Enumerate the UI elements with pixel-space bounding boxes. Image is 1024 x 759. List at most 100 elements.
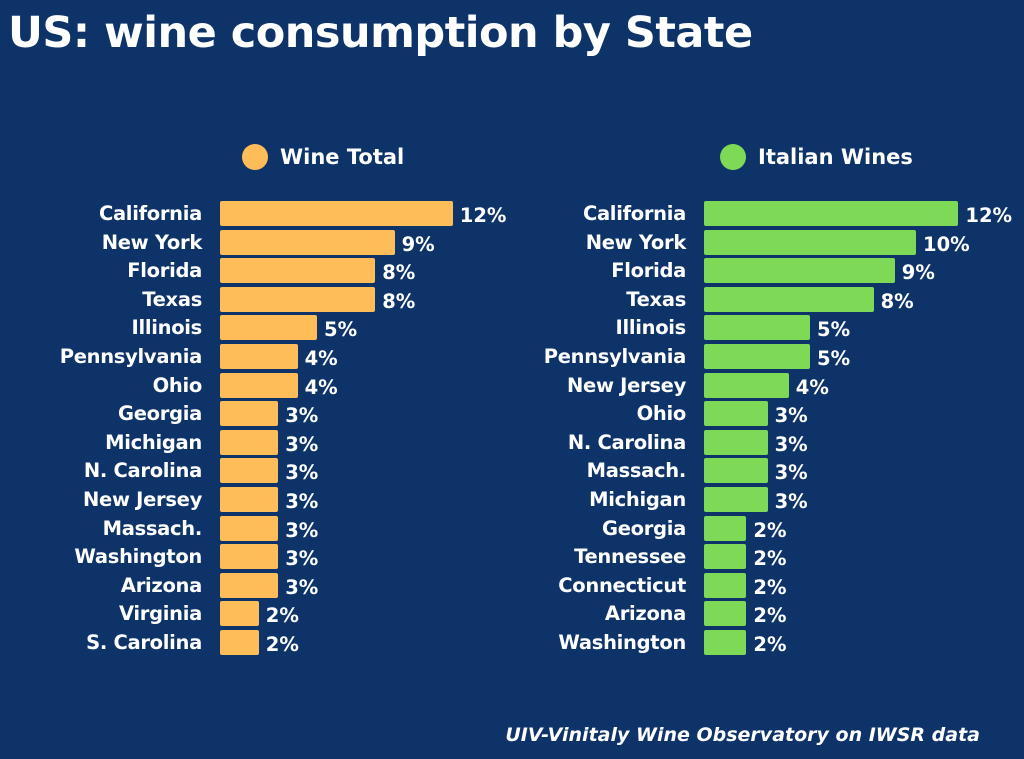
- category-label: Massach.: [102, 516, 203, 540]
- category-label: New York: [585, 230, 687, 254]
- bar: [704, 229, 916, 255]
- value-label: 5%: [817, 318, 851, 342]
- value-label: 3%: [285, 547, 319, 571]
- bar: [704, 487, 768, 512]
- bar: [220, 544, 279, 570]
- value-label: 8%: [880, 289, 914, 313]
- category-label: New York: [101, 230, 203, 254]
- bar: [704, 515, 747, 541]
- value-label: 12%: [965, 204, 1013, 227]
- category-label: Georgia: [602, 516, 686, 540]
- category-label: Florida: [611, 259, 686, 283]
- category-label: Illinois: [615, 316, 687, 340]
- category-label: Michigan: [589, 488, 686, 511]
- bar: [220, 487, 279, 512]
- bar: [704, 286, 874, 312]
- category-label: Ohio: [152, 373, 203, 397]
- category-label: N. Carolina: [83, 459, 202, 483]
- value-label: 3%: [774, 490, 808, 513]
- category-label: Tennessee: [574, 545, 686, 569]
- category-label: Arizona: [120, 573, 202, 597]
- source-note: UIV-Vinitaly Wine Observatory on IWSR da…: [505, 724, 980, 746]
- value-label: 4%: [304, 347, 338, 370]
- category-label: Illinois: [131, 316, 203, 340]
- value-label: 8%: [382, 289, 416, 313]
- category-label: Arizona: [604, 602, 686, 626]
- bar: [704, 630, 747, 655]
- category-label: Florida: [127, 259, 202, 283]
- category-label: California: [582, 202, 686, 225]
- category-label: Pennsylvania: [543, 345, 687, 368]
- bar: [704, 258, 895, 284]
- bar: [220, 572, 279, 598]
- legend-label: Italian Wines: [758, 145, 913, 169]
- bar: [220, 458, 279, 484]
- bar: [704, 401, 768, 427]
- category-label: Virginia: [118, 602, 202, 626]
- bar: [220, 401, 279, 427]
- bar: [220, 286, 376, 312]
- value-label: 8%: [382, 261, 416, 285]
- value-label: 10%: [923, 232, 970, 256]
- value-label: 2%: [753, 575, 787, 599]
- category-label: S. Carolina: [86, 631, 202, 654]
- bar: [704, 315, 810, 341]
- category-label: Ohio: [636, 402, 687, 426]
- bar: [704, 201, 959, 226]
- legend-italian-wines: Italian Wines: [720, 144, 913, 170]
- category-label: Pennsylvania: [59, 345, 203, 368]
- category-label: N. Carolina: [567, 430, 686, 454]
- legend-wine-total: Wine Total: [242, 144, 404, 170]
- value-label: 3%: [774, 461, 808, 485]
- value-label: 3%: [285, 404, 319, 428]
- bar: [704, 458, 768, 484]
- category-label: New Jersey: [567, 373, 686, 397]
- category-label: Texas: [626, 287, 686, 311]
- bar: [704, 344, 810, 369]
- value-label: 5%: [817, 347, 851, 370]
- value-label: 2%: [753, 604, 787, 628]
- bar: [220, 315, 317, 341]
- legend-dot-icon: [720, 144, 746, 170]
- value-label: 9%: [901, 261, 935, 285]
- value-label: 5%: [324, 318, 358, 342]
- category-label: Georgia: [118, 402, 202, 426]
- value-label: 4%: [795, 375, 829, 399]
- category-label: Texas: [142, 287, 202, 311]
- value-label: 3%: [285, 575, 319, 599]
- bar: [220, 258, 376, 284]
- value-label: 3%: [285, 518, 319, 542]
- value-label: 3%: [285, 461, 319, 485]
- bar: [220, 601, 259, 627]
- legend-dot-icon: [242, 144, 268, 170]
- value-label: 2%: [753, 633, 787, 656]
- category-label: Massach.: [586, 459, 687, 483]
- bar: [704, 372, 789, 398]
- value-label: 3%: [774, 432, 808, 456]
- bar: [220, 515, 279, 541]
- bar: [220, 344, 298, 369]
- bar: [220, 229, 395, 255]
- value-label: 4%: [304, 375, 338, 399]
- category-label: Washington: [74, 545, 202, 569]
- value-label: 2%: [265, 633, 299, 656]
- value-label: 3%: [285, 490, 319, 513]
- value-label: 2%: [265, 604, 299, 628]
- bar: [220, 429, 279, 455]
- category-label: Michigan: [105, 430, 202, 454]
- value-label: 2%: [753, 518, 787, 542]
- value-label: 9%: [401, 232, 435, 256]
- category-label: New Jersey: [83, 488, 202, 511]
- bar: [704, 572, 747, 598]
- value-label: 3%: [774, 404, 808, 428]
- category-label: Washington: [558, 631, 686, 654]
- category-label: Connecticut: [558, 573, 686, 597]
- bar: [704, 429, 768, 455]
- value-label: 2%: [753, 547, 787, 571]
- chart-title: US: wine consumption by State: [8, 8, 753, 58]
- bar: [704, 601, 747, 627]
- bar: [220, 630, 259, 655]
- category-label: California: [98, 202, 202, 225]
